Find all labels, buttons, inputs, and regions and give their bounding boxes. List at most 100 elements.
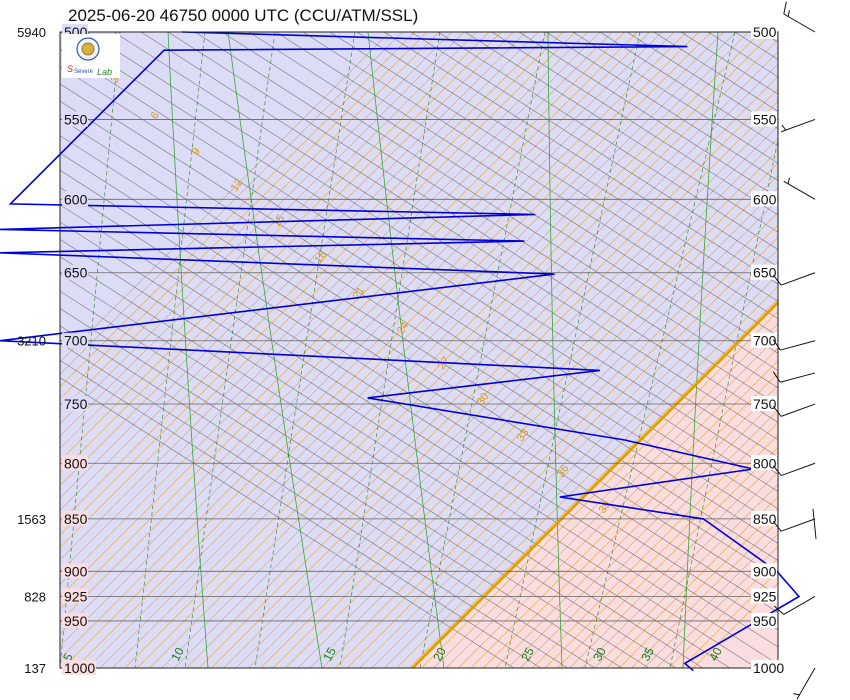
moist-adiabat-line [60, 32, 453, 425]
moist-adiabat-line [173, 63, 778, 668]
pressure-label-right: 800 [753, 455, 777, 471]
pressure-label-left: 600 [64, 191, 88, 207]
moist-adiabat-line [60, 32, 626, 598]
dry-adiabat-line [113, 32, 778, 458]
dry-adiabat-line [86, 32, 778, 475]
isotherm-curve [547, 32, 563, 668]
dry-adiabat-line [60, 135, 778, 596]
moist-adiabat-line [161, 51, 778, 668]
wind-barb-staff [781, 272, 816, 286]
temperature-axis-label: 10 [168, 645, 187, 664]
wind-barb-half [781, 124, 787, 131]
wind-barb-half [787, 177, 790, 184]
moist-adiabat-line [569, 459, 778, 668]
moist-adiabat-line [60, 32, 490, 462]
moist-adiabat-line [60, 32, 391, 363]
pressure-label-bg [62, 111, 88, 127]
dry-adiabat-line [410, 32, 778, 268]
moist-adiabat-line [60, 32, 465, 437]
dry-adiabat-line [437, 32, 778, 250]
dry-adiabat-line [60, 100, 778, 561]
pressure-label-right: 950 [753, 613, 777, 629]
moist-adiabat-line [124, 32, 762, 668]
pressure-label-left: 700 [64, 333, 88, 349]
logo-text: Lab [97, 67, 112, 77]
wind-barb [793, 667, 816, 700]
dry-adiabat-line [60, 256, 704, 668]
moist-adiabat-line [458, 347, 778, 668]
dry-adiabat-line [60, 325, 596, 668]
moist-adiabat-line [99, 32, 737, 668]
isotherm-curve [367, 32, 445, 668]
moist-adiabat-line [62, 32, 700, 668]
moist-adiabat-line [396, 286, 778, 668]
moist-adiabat-line [60, 32, 576, 548]
dry-adiabat-line [60, 342, 569, 668]
wind-barb [772, 462, 816, 477]
moist-adiabat-line [87, 32, 725, 668]
pressure-label-bg [62, 455, 88, 471]
dry-adiabat-line [60, 66, 778, 527]
wind-barb [781, 118, 816, 133]
pressure-label-bg [751, 396, 777, 412]
pressure-label-right: 500 [753, 24, 777, 40]
wind-barb [772, 518, 816, 532]
dry-adiabat-line [60, 204, 778, 665]
moist-adiabat-line [60, 32, 440, 412]
mixing-ratio-label: 12 [229, 177, 246, 194]
moist-adiabat-line [309, 199, 778, 668]
moist-adiabat-line [60, 32, 675, 647]
svg-text:Severe: Severe [74, 69, 94, 75]
wind-barb [772, 339, 816, 351]
wind-barb-staff [812, 508, 817, 539]
dry-adiabat-line [60, 32, 778, 492]
moist-adiabat-line [655, 545, 778, 668]
pressure-label-bg [751, 332, 777, 348]
mixing-ratio-line [504, 32, 641, 668]
dry-adiabat-line [248, 32, 778, 371]
mixing-ratio-line [669, 137, 778, 668]
stable-region [60, 32, 778, 668]
dry-adiabat-line [816, 32, 850, 672]
lab-logo: S Severe Lab [62, 34, 120, 78]
wind-barb-staff [783, 13, 816, 33]
moist-adiabat-line [384, 273, 778, 668]
moist-adiabat-line [285, 174, 778, 668]
mixing-ratio-line [584, 32, 736, 668]
dry-adiabat-line [275, 32, 778, 354]
moist-adiabat-line [421, 310, 778, 668]
temperature-axis-label: 25 [518, 645, 537, 664]
wind-barb-flag [774, 605, 785, 615]
wind-barb-flag [772, 371, 781, 383]
pressure-label-bg [62, 510, 88, 526]
pressure-label-left: 800 [64, 455, 88, 471]
wind-barb [772, 272, 816, 286]
dry-adiabat-line [60, 83, 778, 544]
moist-adiabat-line [60, 32, 638, 610]
chart-title: 2025-06-20 46750 0000 UTC (CCU/ATM/SSL) [68, 6, 419, 25]
wind-barb-half [793, 693, 800, 696]
moist-adiabat-line [60, 32, 613, 585]
dry-adiabat-line [60, 221, 758, 668]
moist-adiabat-line [482, 372, 778, 668]
dry-adiabat-line [167, 32, 778, 423]
wind-barb [774, 596, 816, 615]
moist-adiabat-line [359, 249, 778, 668]
pressure-label-bg [751, 563, 777, 579]
mixing-ratio-line [60, 32, 121, 668]
wind-barb-staff [780, 340, 816, 351]
wind-barb-flag [772, 406, 782, 417]
moist-adiabat-line [60, 32, 403, 375]
wind-barb-staff [796, 667, 816, 700]
pressure-label-left: 925 [64, 588, 88, 604]
moist-adiabat-line [60, 32, 564, 536]
pressure-label-bg [62, 191, 88, 207]
moist-adiabat-line [532, 422, 778, 668]
moist-adiabat-line [75, 32, 712, 668]
pressure-label-bg [751, 588, 777, 604]
dry-adiabat-line [329, 32, 778, 320]
pressure-label-right: 1000 [753, 660, 784, 676]
mixing-ratio-label: 18 [313, 249, 330, 266]
dry-adiabat-line [60, 152, 778, 613]
